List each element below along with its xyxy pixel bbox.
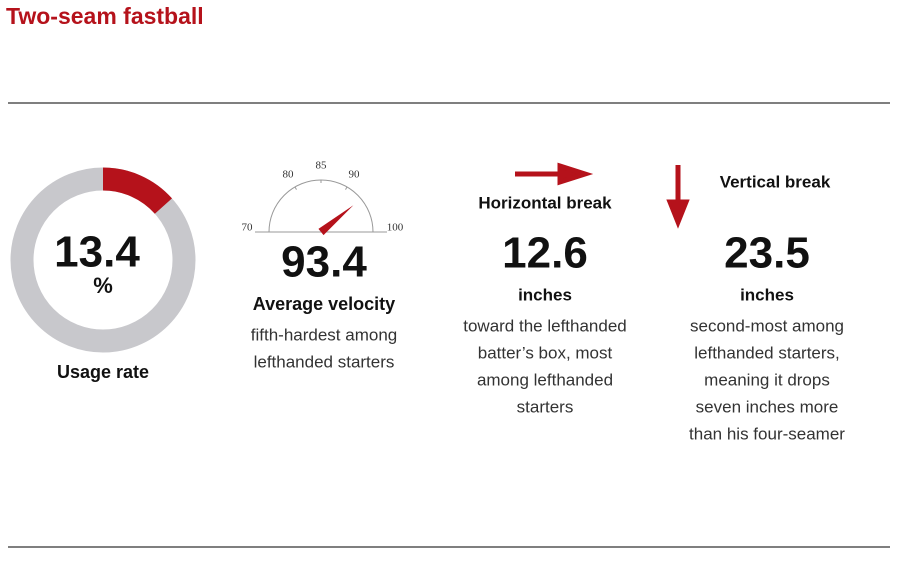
gauge-tick-label: 70 — [242, 222, 254, 234]
gauge-tick-label: 80 — [283, 168, 295, 180]
gauge-tick — [294, 186, 297, 190]
gauge-tick — [345, 186, 348, 190]
stat-heading: Vertical break — [720, 172, 831, 191]
gauge-value: 93.4 — [281, 238, 367, 287]
stat-note: meaning it drops — [704, 370, 830, 389]
stat-note: batter’s box, most — [478, 343, 613, 362]
arrow-right — [515, 162, 594, 186]
donut-label: Usage rate — [57, 362, 149, 382]
stat-note: toward the lefthanded — [463, 316, 627, 335]
donut-segment — [102, 167, 172, 215]
gauge-needle — [318, 205, 354, 236]
title: Two-seam fastball — [6, 3, 204, 29]
donut-unit: % — [93, 273, 113, 298]
stat-note: than his four-seamer — [689, 424, 845, 443]
stat-note: starters — [517, 397, 574, 416]
stat-note: second-most among — [690, 316, 844, 335]
stat-unit: inches — [518, 285, 572, 304]
gauge-tick-label: 90 — [349, 168, 361, 180]
donut-value: 13.4 — [54, 228, 140, 277]
arrow-down — [666, 165, 690, 229]
gauge-label: Average velocity — [253, 294, 395, 314]
gauge-note: lefthanded starters — [254, 352, 395, 371]
stat-note: seven inches more — [696, 397, 839, 416]
stat-note: among lefthanded — [477, 370, 613, 389]
stat-value: 12.6 — [502, 229, 588, 278]
gauge-tick-label: 85 — [316, 160, 328, 172]
gauge-arc — [268, 179, 374, 233]
stat-unit: inches — [740, 285, 794, 304]
stat-heading: Horizontal break — [478, 193, 612, 212]
gauge-note: fifth-hardest among — [251, 325, 397, 344]
stat-note: lefthanded starters, — [694, 343, 840, 362]
gauge-tick-label: 100 — [387, 222, 404, 234]
stat-value: 23.5 — [724, 229, 810, 278]
